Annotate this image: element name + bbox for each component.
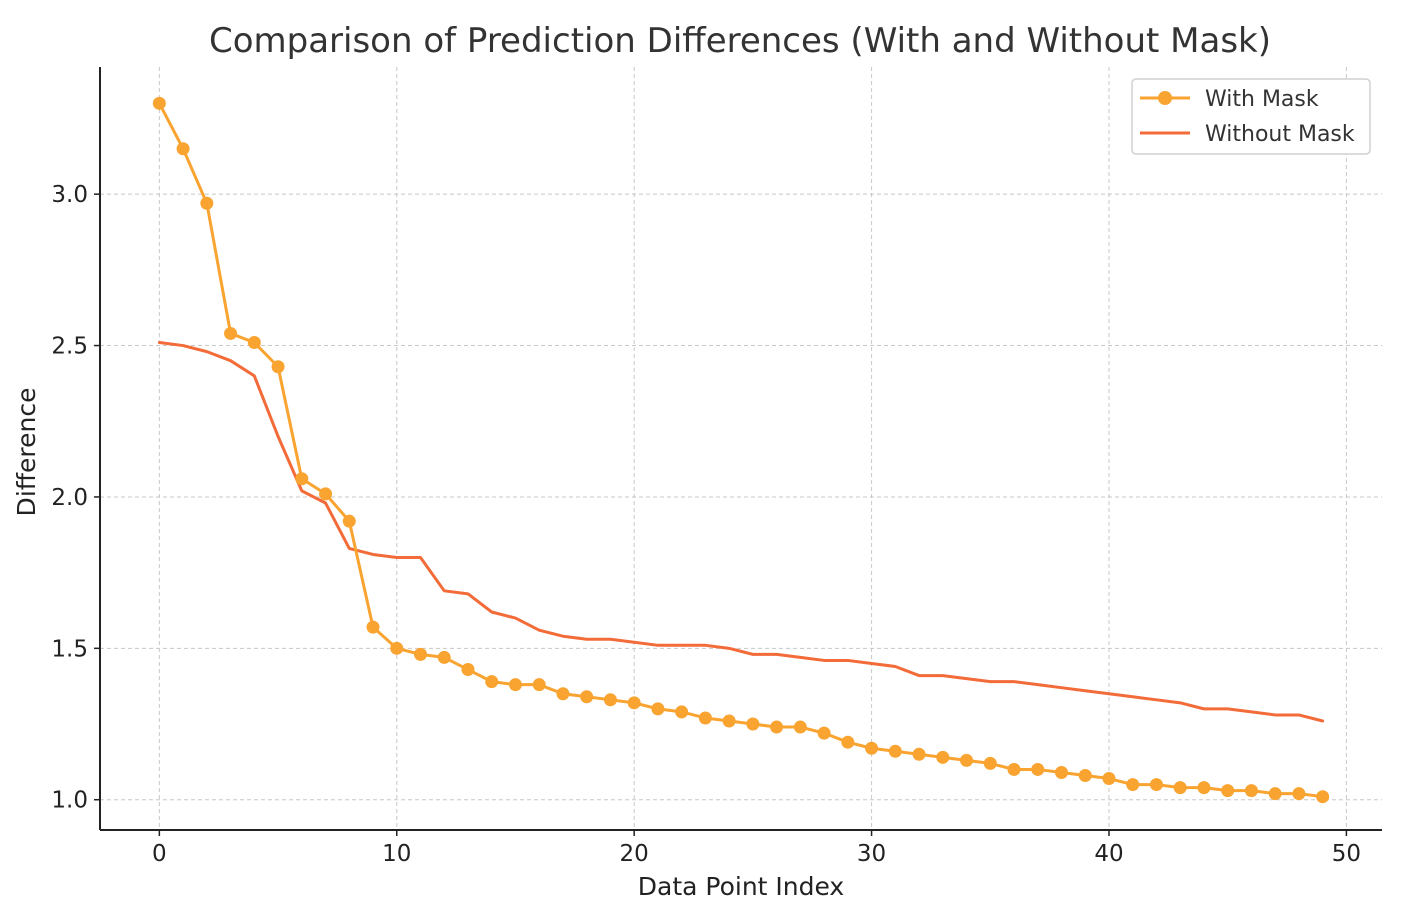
data-point-with-mask: [912, 747, 926, 761]
data-point-with-mask: [390, 641, 404, 655]
data-point-with-mask: [414, 647, 427, 661]
data-point-with-mask: [247, 336, 261, 350]
data-point-with-mask: [152, 96, 166, 110]
data-point-with-mask: [224, 326, 238, 340]
y-tick-label: 1.5: [51, 636, 88, 662]
data-point-with-mask: [817, 726, 831, 740]
data-point-with-mask: [461, 663, 475, 677]
data-point-with-mask: [1149, 778, 1163, 792]
y-axis-label: Difference: [12, 388, 41, 517]
data-point-with-mask: [532, 678, 546, 692]
data-point-with-mask: [1244, 784, 1258, 798]
legend-marker-with-mask: [1158, 91, 1172, 105]
data-point-with-mask: [1292, 787, 1306, 801]
y-tick-label: 2.5: [51, 334, 88, 360]
data-point-with-mask: [651, 702, 665, 716]
data-point-with-mask: [485, 675, 499, 689]
data-point-with-mask: [1173, 781, 1187, 795]
data-point-with-mask: [1078, 769, 1092, 782]
series-line-with-mask: [157, 101, 1325, 799]
data-point-with-mask: [675, 705, 689, 719]
legend-label-without-mask: Without Mask: [1205, 122, 1355, 147]
data-point-with-mask: [176, 142, 190, 156]
data-point-with-mask: [1316, 790, 1330, 804]
data-point-with-mask: [936, 750, 950, 764]
data-point-with-mask: [1102, 772, 1116, 786]
data-point-with-mask: [200, 196, 214, 210]
data-point-with-mask: [865, 741, 879, 755]
data-point-with-mask: [1055, 765, 1068, 779]
data-point-with-mask: [342, 514, 356, 528]
data-point-with-mask: [698, 711, 712, 725]
data-point-with-mask: [1197, 781, 1211, 795]
legend: With Mask Without Mask: [1131, 78, 1371, 155]
x-tick-label: 0: [152, 841, 167, 867]
y-tick-label: 3.0: [51, 182, 88, 208]
data-point-with-mask: [793, 720, 807, 734]
data-point-with-mask: [960, 753, 974, 767]
data-point-with-mask: [556, 687, 570, 701]
x-axis-label: Data Point Index: [638, 872, 844, 901]
data-point-with-mask: [319, 487, 333, 501]
y-axis-ticks: 1.0 1.5 2.0 2.5 3.0: [51, 182, 100, 814]
data-point-with-mask: [295, 472, 309, 486]
chart-title: Comparison of Prediction Differences (Wi…: [209, 21, 1271, 61]
data-point-with-mask: [722, 714, 736, 728]
y-tick-label: 1.0: [51, 788, 88, 814]
x-axis-ticks: 0 10 20 30 40 50: [152, 830, 1361, 867]
data-point-with-mask: [1007, 762, 1021, 776]
data-point-with-mask: [366, 620, 380, 634]
data-point-with-mask: [1126, 778, 1140, 792]
data-point-with-mask: [746, 717, 760, 731]
grid-lines: [100, 67, 1382, 830]
data-point-with-mask: [603, 693, 617, 707]
x-tick-label: 20: [620, 841, 649, 867]
series-layer: [152, 96, 1330, 804]
data-point-with-mask: [888, 744, 902, 758]
x-tick-label: 50: [1332, 841, 1361, 867]
data-point-with-mask: [580, 690, 594, 704]
data-point-with-mask: [271, 360, 285, 374]
x-tick-label: 40: [1094, 841, 1123, 867]
axes-spines: [99, 67, 1382, 831]
data-point-with-mask: [983, 756, 997, 770]
data-point-with-mask: [770, 720, 784, 734]
x-tick-label: 10: [382, 841, 411, 867]
series-line-without-mask: [157, 341, 1325, 723]
data-point-with-mask: [841, 735, 855, 749]
data-point-with-mask: [1031, 762, 1045, 776]
data-point-with-mask: [437, 650, 451, 664]
data-point-with-mask: [1221, 784, 1235, 798]
legend-label-with-mask: With Mask: [1205, 87, 1319, 112]
data-point-with-mask: [508, 678, 522, 692]
data-point-with-mask: [627, 696, 641, 710]
x-tick-label: 30: [857, 841, 886, 867]
y-tick-label: 2.0: [51, 485, 88, 511]
legend-box: [1131, 78, 1371, 155]
data-point-with-mask: [1268, 787, 1282, 801]
